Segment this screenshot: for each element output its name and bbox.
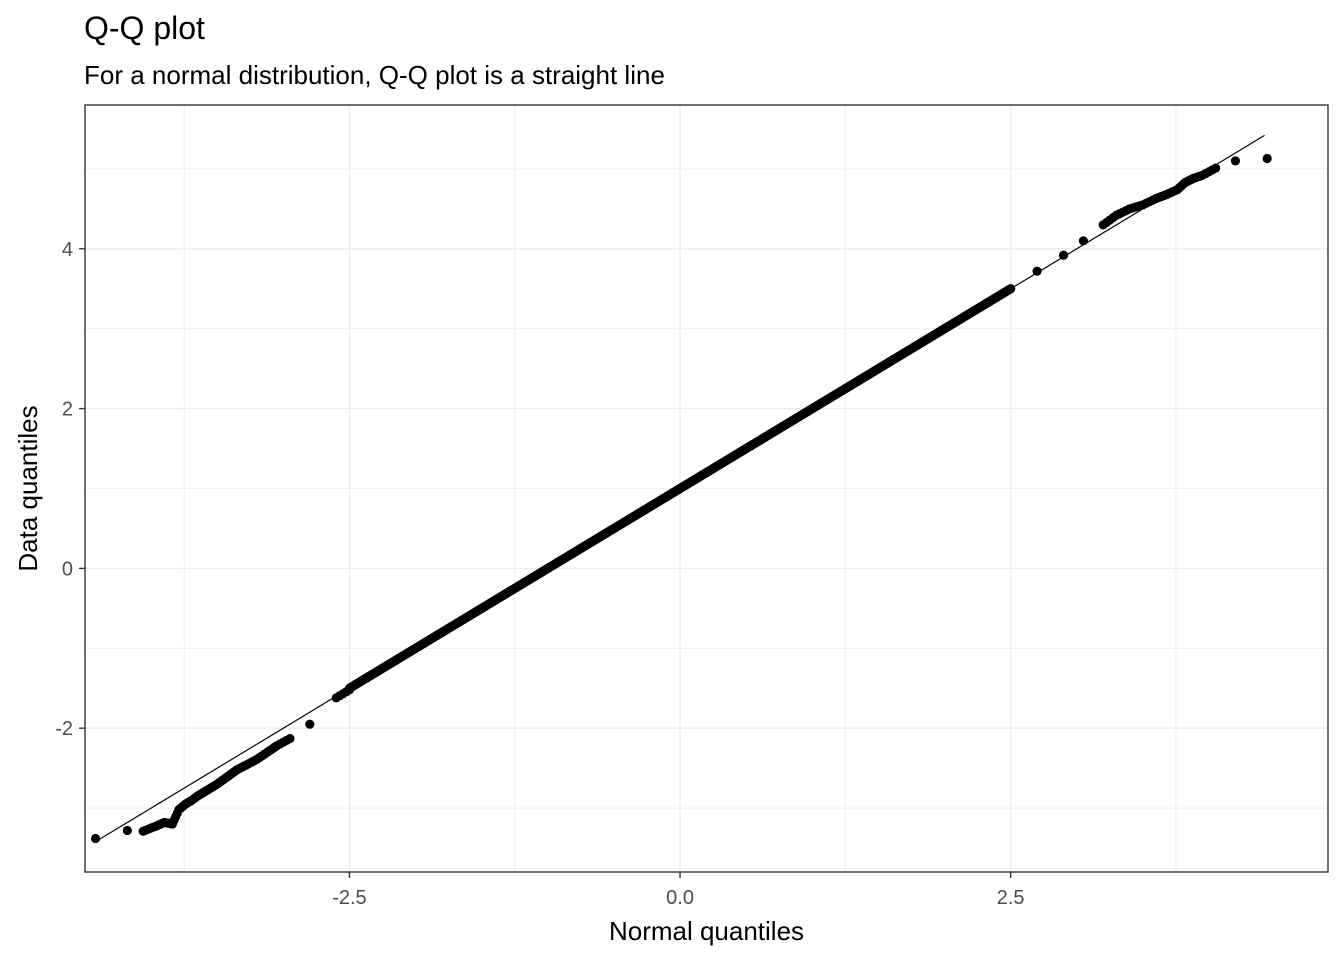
y-tick-label: 2 xyxy=(62,399,73,421)
reference-line-layer xyxy=(95,134,1265,843)
data-point xyxy=(122,825,132,836)
data-point xyxy=(90,833,101,844)
x-tick-label: 0.0 xyxy=(666,887,694,909)
data-point xyxy=(1078,236,1088,246)
y-tick-label: 4 xyxy=(62,239,73,261)
y-tick-label: 0 xyxy=(62,558,73,580)
data-point xyxy=(305,719,315,729)
y-tick-label: -2 xyxy=(55,718,73,740)
plot-border xyxy=(84,104,1329,873)
chart-title: Q-Q plot xyxy=(84,10,205,46)
y-axis-title: Data quantiles xyxy=(13,405,43,571)
data-point xyxy=(1262,153,1272,164)
chart-subtitle: For a normal distribution, Q-Q plot is a… xyxy=(84,60,665,90)
x-tick-label: 2.5 xyxy=(997,887,1025,909)
axes: -2.5 0.0 2.5 -2 0 2 4 xyxy=(55,239,1024,909)
data-point xyxy=(1108,213,1118,223)
x-tick-label: -2.5 xyxy=(332,887,366,909)
data-point xyxy=(1230,156,1241,166)
reference-line xyxy=(95,134,1265,843)
data-point xyxy=(282,735,292,745)
x-axis-title: Normal quantiles xyxy=(609,916,804,946)
